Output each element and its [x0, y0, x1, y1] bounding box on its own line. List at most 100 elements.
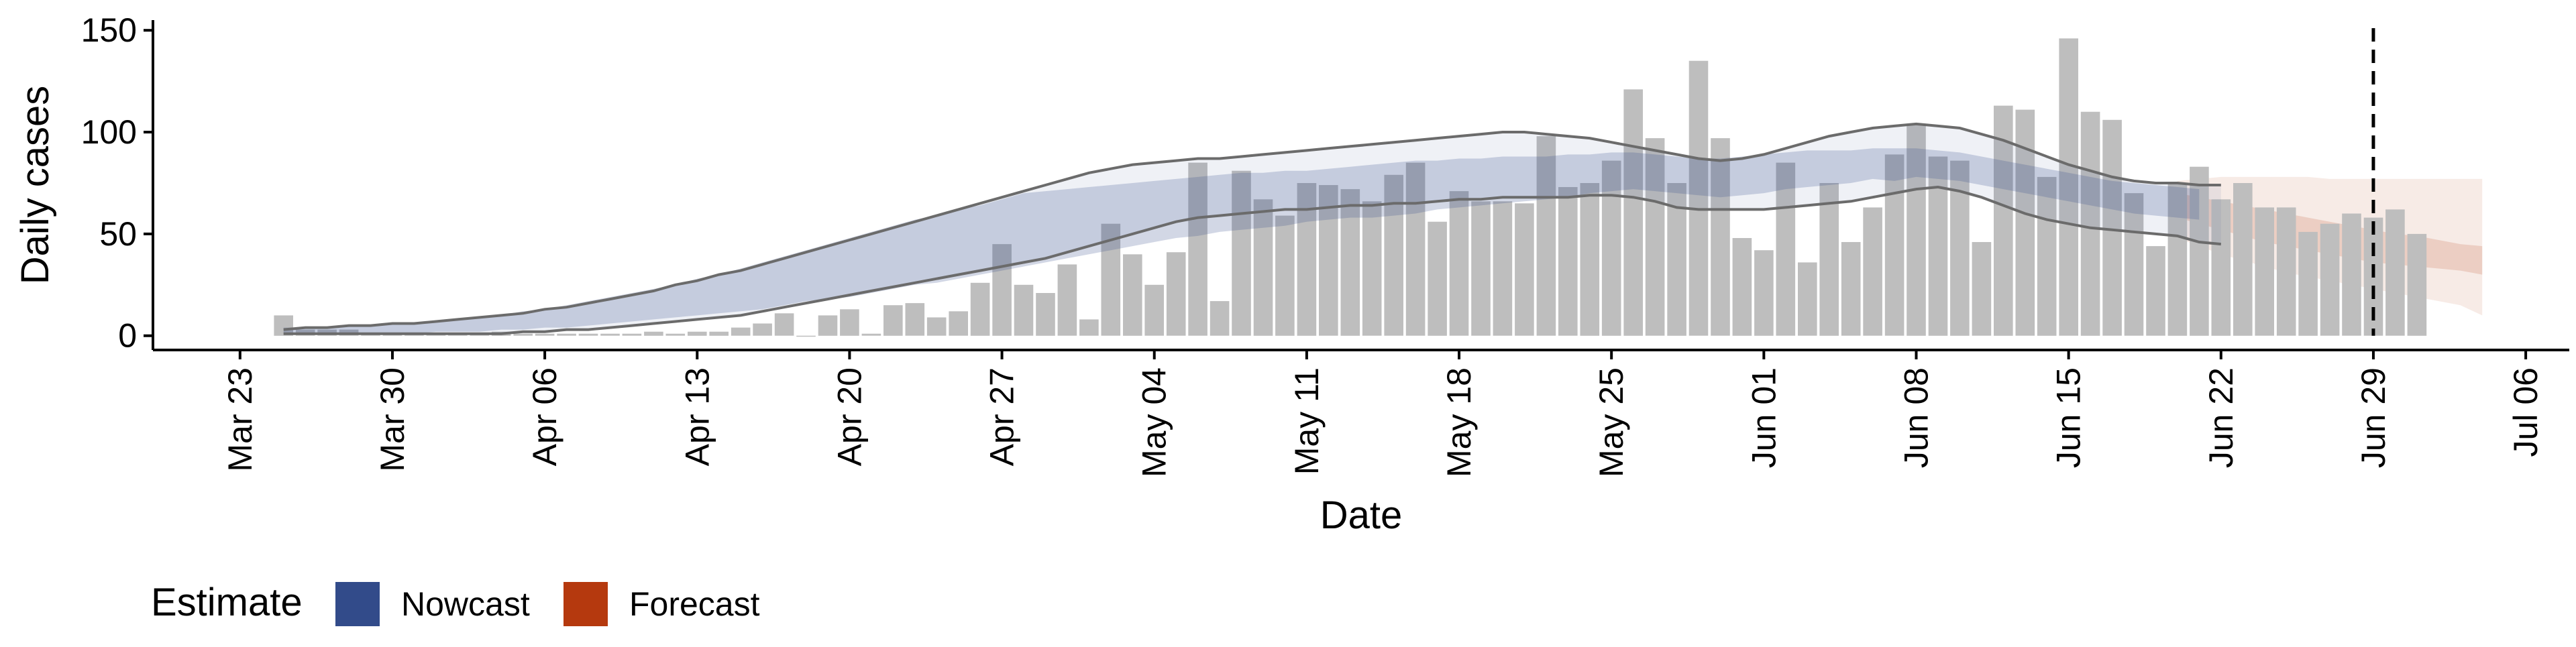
- bar: [1754, 250, 1774, 336]
- nowcast-inner-band: [283, 148, 2200, 334]
- bar: [2037, 176, 2057, 336]
- bar: [1188, 162, 1208, 336]
- bar: [513, 333, 533, 336]
- bar: [1232, 170, 1251, 336]
- y-tick-label: 0: [118, 317, 137, 355]
- bar: [578, 333, 598, 336]
- x-tick-label: Apr 27: [983, 367, 1021, 466]
- x-tick-label: Apr 06: [526, 367, 564, 466]
- bar: [1405, 162, 1426, 336]
- bar: [861, 333, 881, 336]
- legend-title: Estimate: [151, 581, 303, 624]
- bar: [1819, 183, 1839, 336]
- bar: [1711, 138, 1730, 336]
- x-tick-label: Jul 06: [2507, 367, 2544, 457]
- legend: Estimate Nowcast Forecast: [151, 581, 760, 626]
- legend-label-nowcast: Nowcast: [401, 585, 530, 623]
- bound-lines-layer: [283, 28, 2375, 336]
- bar: [2298, 231, 2318, 336]
- bar: [535, 333, 555, 336]
- x-tick-label: May 18: [1440, 367, 1478, 477]
- bar: [1536, 136, 1556, 336]
- bar: [1776, 162, 1796, 336]
- x-tick-label: Mar 23: [221, 367, 259, 472]
- bar: [2320, 223, 2340, 336]
- x-tick-label: Jun 08: [1897, 367, 1935, 468]
- bar: [1057, 264, 1077, 336]
- bar: [1166, 252, 1186, 336]
- bar: [2080, 111, 2100, 336]
- bar: [622, 333, 642, 336]
- x-axis-title: Date: [1320, 493, 1403, 537]
- y-tick-label: 150: [81, 11, 137, 49]
- x-tick-label: Jun 01: [1745, 367, 1782, 468]
- bar: [2146, 246, 2165, 336]
- nowcast-band-layer: [283, 123, 2221, 334]
- x-tick-label: Jun 22: [2202, 367, 2240, 468]
- bar: [688, 331, 707, 336]
- lower-bound-line: [283, 185, 2221, 335]
- bar: [1036, 293, 1055, 336]
- nowcast-outer-band: [283, 123, 2221, 334]
- bar: [796, 335, 816, 337]
- x-tick-label: Apr 20: [830, 367, 868, 466]
- bar: [1340, 189, 1360, 336]
- bar: [2255, 207, 2274, 336]
- x-tick-label: May 11: [1288, 367, 1326, 475]
- bar: [1841, 242, 1861, 336]
- bar: [557, 333, 576, 336]
- bar: [818, 315, 838, 336]
- bar: [2124, 193, 2144, 336]
- bar: [2233, 183, 2253, 336]
- bar: [1558, 187, 1578, 336]
- bar: [1253, 199, 1273, 336]
- x-tick-label: May 04: [1136, 367, 1173, 477]
- bar: [1471, 201, 1491, 336]
- bar: [1515, 203, 1534, 336]
- x-tick-label: Jun 15: [2050, 367, 2088, 468]
- upper-bound-line: [283, 122, 2221, 331]
- bar: [970, 282, 990, 336]
- bars-layer: [274, 38, 2427, 337]
- bar: [600, 333, 620, 336]
- bar: [2407, 233, 2427, 336]
- legend-label-forecast: Forecast: [629, 585, 760, 623]
- bar: [1493, 201, 1513, 336]
- bar: [1623, 89, 1643, 336]
- bar: [992, 244, 1012, 336]
- x-tick-label: Apr 13: [678, 367, 716, 466]
- bar: [2276, 207, 2296, 336]
- bar: [709, 331, 729, 336]
- bar: [1798, 262, 1817, 336]
- bar: [644, 331, 663, 336]
- bar: [1972, 242, 1992, 336]
- bar: [2211, 199, 2231, 336]
- bar: [949, 311, 968, 336]
- bar: [905, 303, 925, 336]
- bar: [1645, 138, 1665, 336]
- bar: [1319, 185, 1338, 336]
- bar: [2167, 183, 2188, 336]
- x-tick-label: May 25: [1593, 367, 1630, 477]
- bar: [774, 313, 794, 336]
- bar: [1732, 238, 1752, 336]
- bar: [1863, 207, 1882, 336]
- bar: [753, 323, 772, 336]
- bar: [2015, 109, 2035, 336]
- bar: [1580, 183, 1600, 336]
- bar: [1428, 221, 1447, 336]
- x-tick-label: Jun 29: [2355, 367, 2392, 468]
- bar: [1449, 191, 1469, 336]
- bar: [883, 305, 903, 336]
- bar: [2102, 119, 2122, 336]
- y-axis-title: Daily cases: [13, 86, 57, 285]
- bar: [731, 327, 751, 336]
- bar: [2059, 38, 2078, 336]
- bar: [1014, 284, 1034, 336]
- y-tick-label: 50: [99, 215, 137, 253]
- bar: [2385, 209, 2405, 336]
- bar: [840, 309, 859, 336]
- bar: [1123, 254, 1142, 336]
